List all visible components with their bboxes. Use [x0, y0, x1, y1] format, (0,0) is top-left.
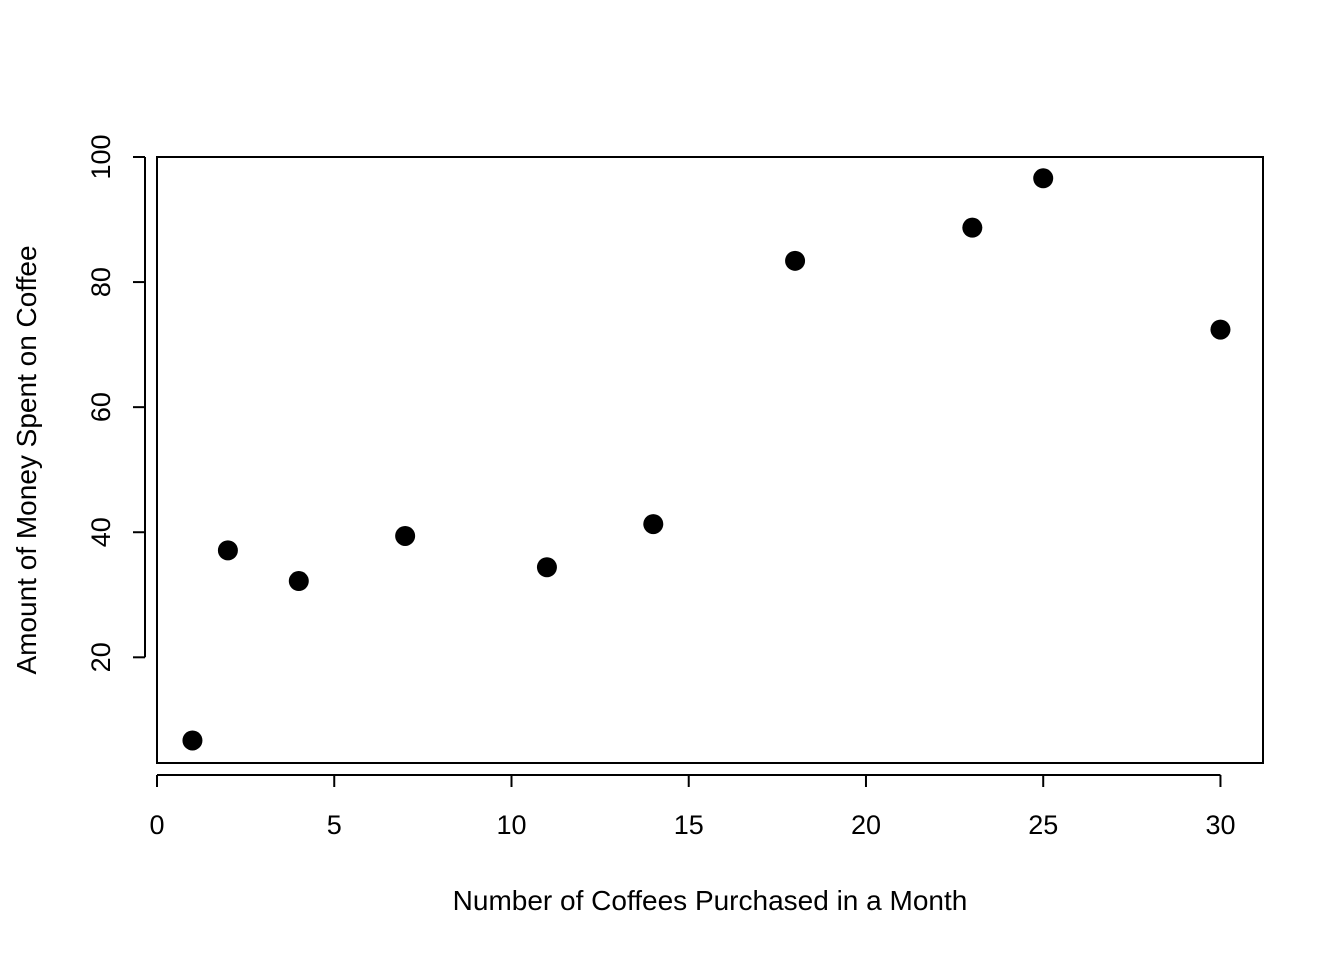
data-point — [182, 730, 203, 751]
y-tick-label: 80 — [86, 267, 116, 297]
data-points — [182, 168, 1231, 751]
data-point — [962, 217, 983, 238]
data-point — [217, 540, 238, 561]
x-tick-label: 15 — [674, 810, 704, 840]
data-point — [395, 525, 416, 546]
x-tick-label: 25 — [1028, 810, 1058, 840]
plot-frame — [156, 156, 1264, 764]
y-tick-label: 60 — [86, 392, 116, 422]
data-point — [1033, 168, 1054, 189]
x-tick-label: 30 — [1205, 810, 1235, 840]
x-tick-label: 5 — [327, 810, 342, 840]
y-axis: 20 40 60 80 100 — [86, 134, 146, 672]
y-tick-label: 40 — [86, 517, 116, 547]
y-tick-label: 100 — [86, 134, 116, 179]
y-tick-label: 20 — [86, 642, 116, 672]
data-point — [536, 557, 557, 578]
x-tick-label: 20 — [851, 810, 881, 840]
data-point — [288, 571, 309, 592]
data-point — [643, 514, 664, 535]
data-point — [785, 250, 806, 271]
y-axis-title: Amount of Money Spent on Coffee — [11, 245, 42, 674]
x-tick-label: 0 — [149, 810, 164, 840]
x-tick-label: 10 — [496, 810, 526, 840]
x-axis-title: Number of Coffees Purchased in a Month — [453, 885, 968, 916]
x-axis: 0 5 10 15 20 25 30 — [149, 774, 1235, 840]
data-point — [1210, 319, 1231, 340]
